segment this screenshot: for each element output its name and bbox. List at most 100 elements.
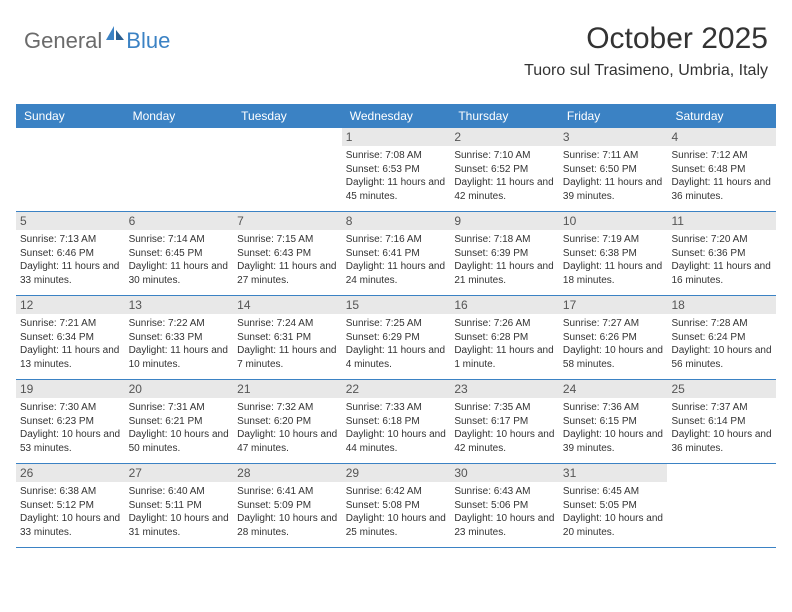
day-cell: 6 Sunrise: 7:14 AMSunset: 6:45 PMDaylight… (125, 212, 234, 295)
day-info: Sunrise: 7:27 AMSunset: 6:26 PMDaylight:… (563, 317, 664, 371)
day-cell: 23 Sunrise: 7:35 AMSunset: 6:17 PMDayligh… (450, 380, 559, 463)
day-number: 1 (342, 128, 451, 146)
day-cell: 28Sunrise: 6:41 AMSunset: 5:09 PMDayligh… (233, 464, 342, 547)
day-cell (16, 128, 125, 211)
day-info: Sunrise: 7:16 AMSunset: 6:41 PMDaylight:… (346, 233, 447, 287)
day-number: 8 (342, 212, 451, 230)
day-cell: 8 Sunrise: 7:16 AMSunset: 6:41 PMDaylight… (342, 212, 451, 295)
day-cell (125, 128, 234, 211)
day-info: Sunrise: 7:36 AMSunset: 6:15 PMDaylight:… (563, 401, 664, 455)
day-number: 7 (233, 212, 342, 230)
day-headers-row: SundayMondayTuesdayWednesdayThursdayFrid… (16, 104, 776, 128)
day-number: 2 (450, 128, 559, 146)
logo: General Blue (24, 28, 170, 54)
day-info: Sunrise: 7:10 AMSunset: 6:52 PMDaylight:… (454, 149, 555, 203)
day-number: 27 (125, 464, 234, 482)
day-number: 20 (125, 380, 234, 398)
day-info: Sunrise: 7:31 AMSunset: 6:21 PMDaylight:… (129, 401, 230, 455)
day-cell (233, 128, 342, 211)
logo-text-general: General (24, 28, 102, 54)
day-info: Sunrise: 7:32 AMSunset: 6:20 PMDaylight:… (237, 401, 338, 455)
day-number: 16 (450, 296, 559, 314)
day-cell: 12Sunrise: 7:21 AMSunset: 6:34 PMDayligh… (16, 296, 125, 379)
day-header: Friday (559, 104, 668, 128)
day-info: Sunrise: 7:37 AMSunset: 6:14 PMDaylight:… (671, 401, 772, 455)
day-number: 14 (233, 296, 342, 314)
day-number: 18 (667, 296, 776, 314)
day-info: Sunrise: 6:42 AMSunset: 5:08 PMDaylight:… (346, 485, 447, 539)
day-number: 6 (125, 212, 234, 230)
day-info: Sunrise: 7:35 AMSunset: 6:17 PMDaylight:… (454, 401, 555, 455)
day-number: 4 (667, 128, 776, 146)
day-cell: 18Sunrise: 7:28 AMSunset: 6:24 PMDayligh… (667, 296, 776, 379)
day-info: Sunrise: 7:21 AMSunset: 6:34 PMDaylight:… (20, 317, 121, 371)
day-cell: 31 Sunrise: 6:45 AMSunset: 5:05 PMDayligh… (559, 464, 668, 547)
day-cell: 11Sunrise: 7:20 AMSunset: 6:36 PMDayligh… (667, 212, 776, 295)
day-info: Sunrise: 7:14 AMSunset: 6:45 PMDaylight:… (129, 233, 230, 287)
day-cell: 1 Sunrise: 7:08 AMSunset: 6:53 PMDaylight… (342, 128, 451, 211)
day-cell (667, 464, 776, 547)
day-cell: 21 Sunrise: 7:32 AMSunset: 6:20 PMDayligh… (233, 380, 342, 463)
day-number: 21 (233, 380, 342, 398)
day-number: 30 (450, 464, 559, 482)
day-number: 5 (16, 212, 125, 230)
day-number: 28 (233, 464, 342, 482)
day-cell: 24 Sunrise: 7:36 AMSunset: 6:15 PMDayligh… (559, 380, 668, 463)
logo-text-blue: Blue (126, 28, 170, 54)
day-number: 31 (559, 464, 668, 482)
day-cell: 9 Sunrise: 7:18 AMSunset: 6:39 PMDaylight… (450, 212, 559, 295)
day-header: Sunday (16, 104, 125, 128)
week-row: 12Sunrise: 7:21 AMSunset: 6:34 PMDayligh… (16, 296, 776, 380)
day-number: 23 (450, 380, 559, 398)
day-number: 9 (450, 212, 559, 230)
day-info: Sunrise: 6:40 AMSunset: 5:11 PMDaylight:… (129, 485, 230, 539)
day-info: Sunrise: 7:26 AMSunset: 6:28 PMDaylight:… (454, 317, 555, 371)
day-cell: 14 Sunrise: 7:24 AMSunset: 6:31 PMDayligh… (233, 296, 342, 379)
day-cell: 15 Sunrise: 7:25 AMSunset: 6:29 PMDayligh… (342, 296, 451, 379)
day-info: Sunrise: 7:33 AMSunset: 6:18 PMDaylight:… (346, 401, 447, 455)
day-number: 17 (559, 296, 668, 314)
day-cell: 17 Sunrise: 7:27 AMSunset: 6:26 PMDayligh… (559, 296, 668, 379)
day-info: Sunrise: 7:18 AMSunset: 6:39 PMDaylight:… (454, 233, 555, 287)
calendar: SundayMondayTuesdayWednesdayThursdayFrid… (16, 104, 776, 548)
day-info: Sunrise: 7:08 AMSunset: 6:53 PMDaylight:… (346, 149, 447, 203)
day-info: Sunrise: 7:15 AMSunset: 6:43 PMDaylight:… (237, 233, 338, 287)
day-number: 29 (342, 464, 451, 482)
day-number: 24 (559, 380, 668, 398)
day-info: Sunrise: 7:20 AMSunset: 6:36 PMDaylight:… (671, 233, 772, 287)
day-cell: 20 Sunrise: 7:31 AMSunset: 6:21 PMDayligh… (125, 380, 234, 463)
day-cell: 2 Sunrise: 7:10 AMSunset: 6:52 PMDaylight… (450, 128, 559, 211)
day-info: Sunrise: 7:11 AMSunset: 6:50 PMDaylight:… (563, 149, 664, 203)
day-cell: 13Sunrise: 7:22 AMSunset: 6:33 PMDayligh… (125, 296, 234, 379)
week-row: 5Sunrise: 7:13 AMSunset: 6:46 PMDaylight… (16, 212, 776, 296)
day-number: 22 (342, 380, 451, 398)
day-number: 15 (342, 296, 451, 314)
day-cell: 3 Sunrise: 7:11 AMSunset: 6:50 PMDaylight… (559, 128, 668, 211)
week-row: 26 Sunrise: 6:38 AMSunset: 5:12 PMDayligh… (16, 464, 776, 548)
day-header: Wednesday (342, 104, 451, 128)
day-number: 10 (559, 212, 668, 230)
day-cell: 19Sunrise: 7:30 AMSunset: 6:23 PMDayligh… (16, 380, 125, 463)
day-cell: 4Sunrise: 7:12 AMSunset: 6:48 PMDaylight… (667, 128, 776, 211)
day-number: 3 (559, 128, 668, 146)
day-number: 26 (16, 464, 125, 482)
day-cell: 26 Sunrise: 6:38 AMSunset: 5:12 PMDayligh… (16, 464, 125, 547)
week-row: 1 Sunrise: 7:08 AMSunset: 6:53 PMDaylight… (16, 128, 776, 212)
day-cell: 30 Sunrise: 6:43 AMSunset: 5:06 PMDayligh… (450, 464, 559, 547)
location: Tuoro sul Trasimeno, Umbria, Italy (524, 62, 768, 80)
day-cell: 16 Sunrise: 7:26 AMSunset: 6:28 PMDayligh… (450, 296, 559, 379)
day-cell: 10 Sunrise: 7:19 AMSunset: 6:38 PMDayligh… (559, 212, 668, 295)
day-header: Monday (125, 104, 234, 128)
day-info: Sunrise: 7:25 AMSunset: 6:29 PMDaylight:… (346, 317, 447, 371)
month-title: October 2025 (524, 22, 768, 56)
day-info: Sunrise: 7:30 AMSunset: 6:23 PMDaylight:… (20, 401, 121, 455)
day-info: Sunrise: 6:43 AMSunset: 5:06 PMDaylight:… (454, 485, 555, 539)
day-info: Sunrise: 6:45 AMSunset: 5:05 PMDaylight:… (563, 485, 664, 539)
day-cell: 29 Sunrise: 6:42 AMSunset: 5:08 PMDayligh… (342, 464, 451, 547)
day-info: Sunrise: 7:22 AMSunset: 6:33 PMDaylight:… (129, 317, 230, 371)
day-info: Sunrise: 7:19 AMSunset: 6:38 PMDaylight:… (563, 233, 664, 287)
day-header: Tuesday (233, 104, 342, 128)
day-info: Sunrise: 6:38 AMSunset: 5:12 PMDaylight:… (20, 485, 121, 539)
day-info: Sunrise: 7:24 AMSunset: 6:31 PMDaylight:… (237, 317, 338, 371)
day-header: Thursday (450, 104, 559, 128)
